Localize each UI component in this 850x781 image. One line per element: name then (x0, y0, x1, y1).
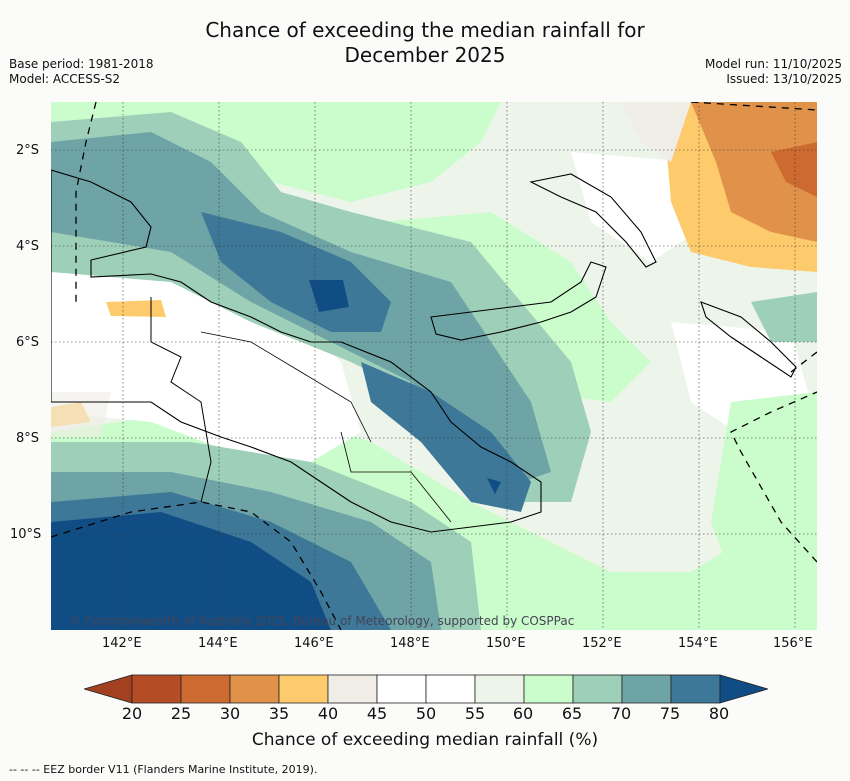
map-title: Chance of exceeding the median rainfall … (0, 18, 850, 68)
colorbar-segment (572, 674, 623, 704)
colorbar-segment (376, 674, 427, 704)
colorbar-tick: 80 (708, 704, 730, 723)
lat-tick-8s: 8°S (16, 431, 40, 446)
lon-tick-142e: 142°E (102, 636, 142, 651)
colorbar-segment (523, 674, 574, 704)
lon-tick-152e: 152°E (582, 636, 622, 651)
lat-tick-4s: 4°S (16, 239, 40, 254)
colorbar-label: Chance of exceeding median rainfall (%) (251, 730, 599, 750)
colorbar (84, 674, 768, 704)
colorbar-tick: 20 (121, 704, 143, 723)
colorbar-tick: 70 (610, 704, 632, 723)
lon-tick-154e: 154°E (678, 636, 718, 651)
run-info: Model run: 11/10/2025 Issued: 13/10/2025 (705, 57, 842, 87)
colorbar-segment (278, 674, 329, 704)
colorbar-tick: 60 (512, 704, 534, 723)
model-run: Model run: 11/10/2025 (704, 57, 842, 71)
colorbar-tick: 75 (659, 704, 681, 723)
model-name: Model: ACCESS-S2 (9, 72, 121, 86)
eez-border-west (50, 101, 342, 631)
lon-tick-156e: 156°E (773, 636, 813, 651)
new-britain-coastline (430, 261, 607, 341)
zone-orange-northeast (691, 102, 817, 242)
colorbar-segment (131, 674, 182, 704)
map-canvas (50, 101, 818, 631)
colorbar-tick: 35 (268, 704, 290, 723)
eez-border-east (690, 101, 818, 563)
copyright-notice: © Commonwealth of Australia 2025, Bureau… (69, 614, 575, 628)
title-line-1: Chance of exceeding the median rainfall … (205, 18, 645, 42)
provincial-borders (200, 331, 452, 523)
lon-tick-150e: 150°E (486, 636, 526, 651)
colorbar-extend-low (84, 674, 133, 704)
lat-tick-6s: 6°S (16, 335, 40, 350)
colorbar-tick: 65 (561, 704, 583, 723)
lat-tick-10s: 10°S (10, 527, 42, 542)
colorbar-tick: 25 (170, 704, 192, 723)
zone-medium-green-east (751, 292, 817, 342)
colorbar-tick: 50 (415, 704, 437, 723)
colorbar-segment (180, 674, 231, 704)
lon-tick-148e: 148°E (390, 636, 430, 651)
zone-light-green-east (711, 392, 817, 630)
eez-legend: -- -- -- EEZ border V11 (Flanders Marine… (9, 763, 318, 776)
lon-tick-146e: 146°E (294, 636, 334, 651)
rainfall-map (50, 101, 818, 631)
graticule (51, 102, 817, 630)
title-line-2: December 2025 (344, 43, 506, 67)
colorbar-tick: 55 (464, 704, 486, 723)
colorbar-segment (229, 674, 280, 704)
zone-blue-east-tip (361, 362, 531, 512)
base-period: Base period: 1981-2018 (9, 57, 154, 71)
colorbar-tick: 30 (219, 704, 241, 723)
colorbar-segment (474, 674, 525, 704)
new-ireland-coastline (529, 173, 657, 268)
zone-beige-southwest (51, 392, 111, 437)
zone-dark-orange-northeast (771, 142, 817, 197)
lat-tick-2s: 2°S (16, 143, 40, 158)
zone-deep-blue-gulf (51, 512, 331, 630)
colorbar-tick: 40 (317, 704, 339, 723)
zone-deep-blue-north (309, 280, 349, 312)
colorbar-segment (670, 674, 721, 704)
issued-date: Issued: 13/10/2025 (726, 72, 842, 86)
lon-tick-144e: 144°E (198, 636, 238, 651)
zone-beige-northeast (621, 102, 691, 162)
colorbar-segment (425, 674, 476, 704)
zone-deep-blue-east (487, 478, 501, 494)
colorbar-extend-high (719, 674, 768, 704)
bougainville-coastline (700, 301, 797, 378)
colorbar-segment (327, 674, 378, 704)
colorbar-tick: 45 (366, 704, 388, 723)
model-info: Base period: 1981-2018 Model: ACCESS-S2 (9, 57, 154, 87)
new-guinea-coastline (50, 169, 542, 533)
zone-yellow-west (106, 300, 166, 317)
colorbar-segment (621, 674, 672, 704)
